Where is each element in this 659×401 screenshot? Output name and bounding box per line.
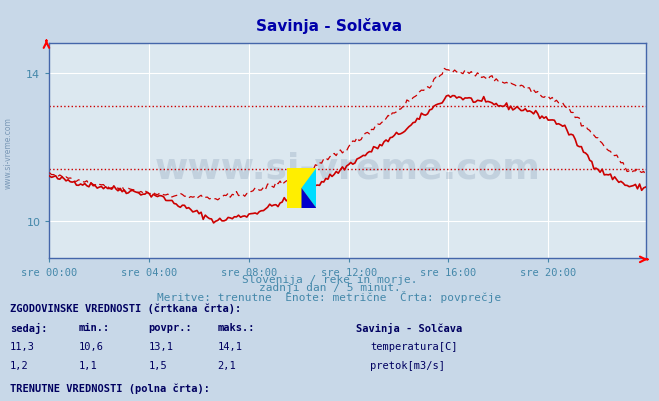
Polygon shape <box>302 188 316 209</box>
Text: Savinja - Solčava: Savinja - Solčava <box>356 322 462 333</box>
Text: 14,1: 14,1 <box>217 341 243 351</box>
Text: maks.:: maks.: <box>217 322 255 332</box>
Text: Slovenija / reke in morje.: Slovenija / reke in morje. <box>242 275 417 285</box>
Text: sedaj:: sedaj: <box>10 322 47 333</box>
Text: www.si-vreme.com: www.si-vreme.com <box>155 152 540 186</box>
Text: TRENUTNE VREDNOSTI (polna črta):: TRENUTNE VREDNOSTI (polna črta): <box>10 383 210 393</box>
Text: pretok[m3/s]: pretok[m3/s] <box>370 360 445 371</box>
Text: 10,6: 10,6 <box>79 341 104 351</box>
Text: temperatura[C]: temperatura[C] <box>370 341 458 351</box>
Text: www.si-vreme.com: www.si-vreme.com <box>3 117 13 188</box>
Text: 13,1: 13,1 <box>148 341 173 351</box>
Text: Meritve: trenutne  Enote: metrične  Črta: povprečje: Meritve: trenutne Enote: metrične Črta: … <box>158 291 501 303</box>
Text: min.:: min.: <box>79 322 110 332</box>
Text: 2,1: 2,1 <box>217 360 236 371</box>
Text: 1,2: 1,2 <box>10 360 28 371</box>
Polygon shape <box>287 168 316 209</box>
Text: 1,5: 1,5 <box>148 360 167 371</box>
Text: zadnji dan / 5 minut.: zadnji dan / 5 minut. <box>258 283 401 293</box>
Polygon shape <box>302 168 316 209</box>
Text: 11,3: 11,3 <box>10 341 35 351</box>
Text: povpr.:: povpr.: <box>148 322 192 332</box>
Text: Savinja - Solčava: Savinja - Solčava <box>256 18 403 34</box>
Text: ZGODOVINSKE VREDNOSTI (črtkana črta):: ZGODOVINSKE VREDNOSTI (črtkana črta): <box>10 303 241 313</box>
Text: 1,1: 1,1 <box>79 360 98 371</box>
